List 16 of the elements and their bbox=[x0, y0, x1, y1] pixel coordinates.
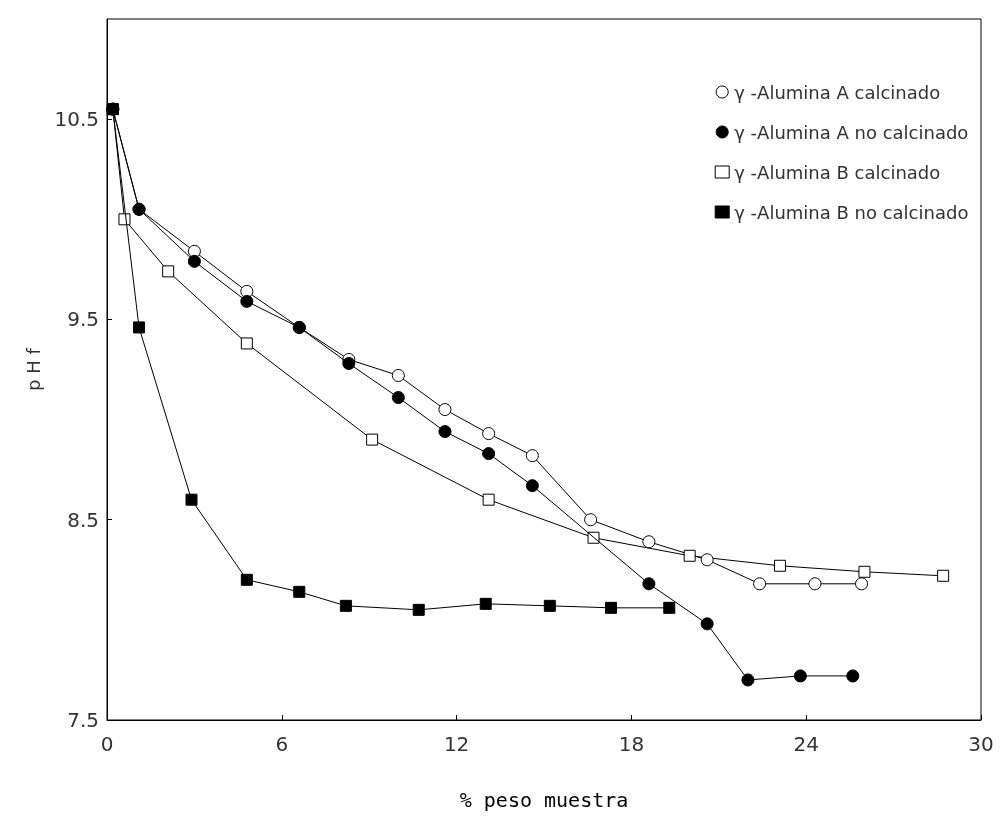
legend-label: γ -Alumina A no calcinado bbox=[734, 121, 969, 143]
y-tick-label: 7.5 bbox=[67, 708, 99, 732]
x-axis-title: % peso muestra bbox=[459, 788, 629, 812]
legend-label: γ -Alumina B no calcinado bbox=[734, 201, 969, 223]
x-tick-label: 6 bbox=[275, 732, 289, 756]
legend-label: γ -Alumina B calcinado bbox=[734, 161, 941, 183]
y-tick-label: 9.5 bbox=[67, 307, 99, 332]
y-tick-label: 10.5 bbox=[54, 107, 99, 132]
x-tick-label: 0 bbox=[100, 732, 114, 756]
x-tick-label: 18 bbox=[618, 732, 645, 756]
x-tick-label: 12 bbox=[443, 732, 470, 756]
y-tick-label: 8.5 bbox=[67, 507, 99, 532]
x-tick-label: 30 bbox=[968, 732, 994, 756]
legend-label: γ -Alumina A calcinado bbox=[734, 81, 941, 103]
y-axis-title: p H f bbox=[22, 347, 44, 391]
x-tick-label: 24 bbox=[793, 732, 819, 756]
